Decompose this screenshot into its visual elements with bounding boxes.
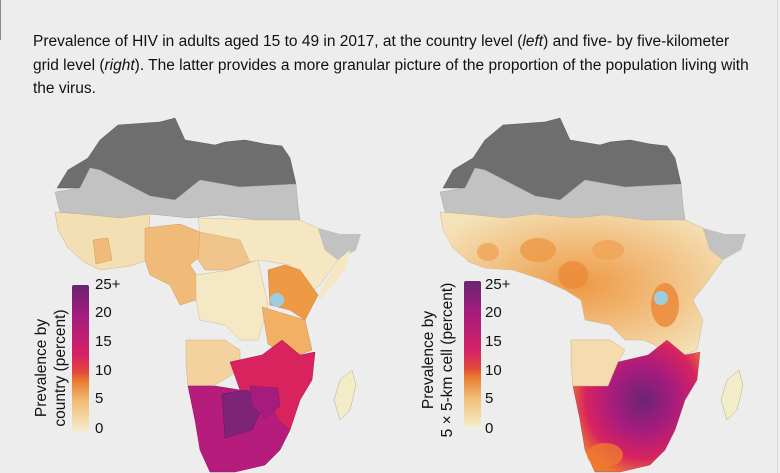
country-madagascar: [720, 369, 744, 421]
caption-text: ). The latter provides a more granular p…: [33, 56, 749, 98]
caption-left: left: [522, 33, 544, 50]
legend-tick-15: 15: [485, 333, 502, 350]
country-cote-divoire: [92, 237, 113, 265]
legend-title: Prevalence by 5 × 5-km cell (percent): [419, 275, 457, 445]
region-southern-africa: [572, 339, 701, 473]
country-zimbabwe: [249, 385, 281, 419]
legend-tick-25: 25+: [95, 276, 121, 293]
legend-tick-10: 10: [485, 362, 502, 379]
hotspot-nigeria: [520, 238, 556, 262]
scrollbar-track: [777, 0, 778, 473]
legend-color-bar: [464, 281, 481, 427]
country-level-map: Prevalence by country (percent) 25+ 20 1…: [0, 100, 390, 473]
legend-color-bar: [72, 285, 89, 431]
caption-right: right: [104, 56, 135, 74]
region-horn-no-data: [318, 228, 361, 260]
grid-level-map: Prevalence by 5 × 5-km cell (percent) 25…: [393, 100, 780, 473]
country-tanzania: [261, 306, 313, 359]
africa-country-map: [54, 117, 361, 473]
hotspot-car: [592, 240, 624, 260]
legend-title-line2: country (percent): [52, 309, 69, 427]
figure-caption: Prevalence of HIV in adults aged 15 to 4…: [33, 30, 753, 101]
country-drc: [195, 259, 269, 341]
region-somalia-coast: [318, 250, 350, 300]
lake-victoria: [654, 291, 668, 305]
caption-text: Prevalence of HIV in adults aged 15 to 4…: [33, 33, 523, 50]
africa-grid-map: [439, 117, 746, 473]
legend-tick-0: 0: [485, 420, 494, 437]
legend-title: Prevalence by country (percent): [32, 293, 70, 443]
legend-title-line2: 5 × 5-km cell (percent): [439, 282, 456, 438]
legend-tick-25: 25+: [485, 276, 511, 293]
legend-tick-0: 0: [95, 420, 104, 437]
caption-text: ) and five- by five-kilometer grid level…: [33, 33, 730, 74]
country-madagascar: [333, 369, 357, 421]
lake-victoria: [270, 293, 284, 307]
region-horn-no-data: [703, 228, 746, 260]
legend-title-line1: Prevalence by: [33, 318, 50, 418]
window-edge: [0, 0, 1, 40]
hotspot-east-africa: [651, 283, 679, 327]
legend-title-line1: Prevalence by: [420, 310, 437, 410]
region-angola: [570, 339, 626, 387]
legend-tick-5: 5: [485, 390, 494, 407]
legend-tick-20: 20: [485, 304, 502, 321]
country-angola: [185, 339, 241, 387]
legend-tick-5: 5: [95, 390, 104, 407]
hotspot-cote-divoire: [477, 243, 499, 261]
legend-tick-10: 10: [95, 362, 112, 379]
hotspot-cameroon: [558, 261, 588, 289]
hotspot-namibia-south: [587, 443, 623, 467]
legend-tick-20: 20: [95, 304, 112, 321]
legend-tick-15: 15: [95, 333, 112, 350]
